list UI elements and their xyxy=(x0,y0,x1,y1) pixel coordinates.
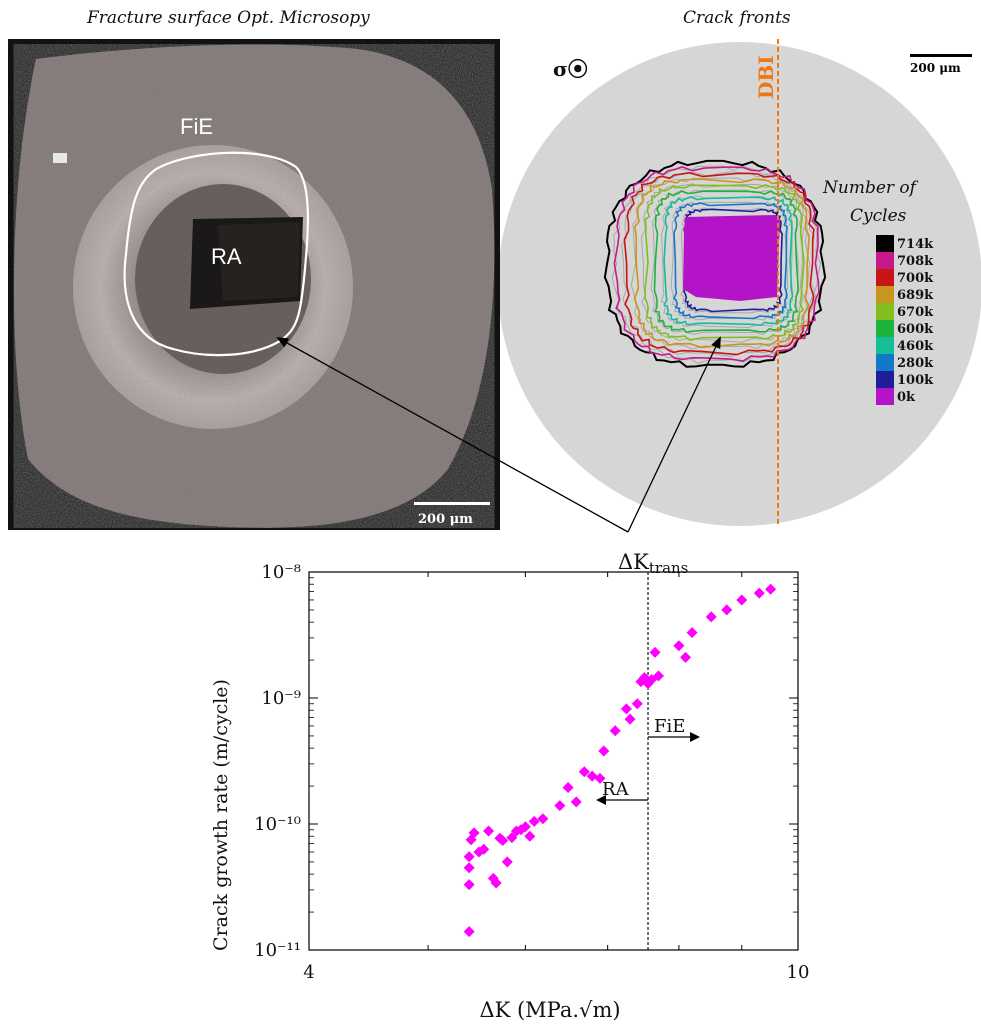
data-point xyxy=(468,827,480,839)
data-point xyxy=(506,832,518,844)
micrograph-scale-bar xyxy=(414,502,490,505)
data-point xyxy=(463,851,475,863)
data-point xyxy=(649,646,661,658)
legend-swatch-280k xyxy=(876,354,894,371)
data-point xyxy=(705,611,717,623)
data-point xyxy=(487,872,499,884)
data-point xyxy=(562,781,574,793)
data-point xyxy=(624,713,636,725)
data-point xyxy=(765,583,777,595)
legend-label-460k: 460k xyxy=(897,339,934,354)
legend-label-600k: 600k xyxy=(897,322,934,337)
x-tick-label: 10 xyxy=(787,962,810,983)
data-point xyxy=(631,698,643,710)
legend-label-670k: 670k xyxy=(897,305,934,320)
legend-label-708k: 708k xyxy=(897,254,934,269)
data-point xyxy=(554,800,566,812)
fronts-scale-bar xyxy=(910,54,972,57)
legend-label-280k: 280k xyxy=(897,356,934,371)
legend-label-689k: 689k xyxy=(897,288,934,303)
crack-fronts-panel: DBI σ⦿ 200 μm Number of Cycles 714k708k7… xyxy=(500,39,981,527)
transition-label-main: ΔK xyxy=(618,550,649,574)
crack-front-708k xyxy=(613,166,820,362)
label-ra: RA xyxy=(211,244,242,269)
crack-front-600k xyxy=(653,190,800,334)
legend-title-line2: Cycles xyxy=(850,206,907,226)
crack-front-contours xyxy=(603,159,827,368)
cycles-legend: 714k 708k 700k 689k 670k 600k 460k 280k 100k 0k xyxy=(876,235,934,405)
surface-highlight xyxy=(53,153,67,163)
legend-swatch-708k xyxy=(876,252,894,269)
data-point xyxy=(653,670,665,682)
crack-front-0k xyxy=(683,215,780,301)
annotation-ra: RA xyxy=(602,779,630,800)
intermediate-front xyxy=(650,189,799,336)
data-point xyxy=(490,877,502,889)
data-point xyxy=(528,815,540,827)
legend-swatch-600k xyxy=(876,320,894,337)
legend-title-line1: Number of xyxy=(822,178,919,198)
transition-label: ΔKtrans xyxy=(618,550,688,577)
fie-arrow-head xyxy=(690,732,701,742)
data-point xyxy=(686,627,698,639)
data-point xyxy=(598,745,610,757)
data-point xyxy=(463,926,475,938)
legend-swatch-700k xyxy=(876,269,894,286)
y-tick-label: 10⁻¹¹ xyxy=(254,940,301,961)
legend-swatch-670k xyxy=(876,303,894,320)
legend-label-714k: 714k xyxy=(897,237,934,252)
data-point xyxy=(570,796,582,808)
data-point xyxy=(497,834,509,846)
data-point xyxy=(524,830,536,842)
data-point xyxy=(478,843,490,855)
ra-arrow-head xyxy=(596,795,607,805)
data-point xyxy=(594,772,606,784)
crack-front-700k xyxy=(623,171,815,356)
crack-front-670k xyxy=(644,184,805,341)
legend-swatch-689k xyxy=(876,286,894,303)
label-fie: FiE xyxy=(180,114,213,139)
legend-swatch-460k xyxy=(876,337,894,354)
legend-label-100k: 100k xyxy=(897,373,934,388)
crack-front-689k xyxy=(633,178,811,349)
plot-frame xyxy=(308,571,799,951)
data-point xyxy=(753,587,765,599)
transition-label-sub: trans xyxy=(649,559,689,577)
data-point xyxy=(463,879,475,891)
annotation-fie: FiE xyxy=(654,716,685,737)
legend-label-700k: 700k xyxy=(897,271,934,286)
x-tick-label: 4 xyxy=(303,962,314,983)
y-tick-label: 10⁻¹⁰ xyxy=(254,814,301,835)
data-point xyxy=(736,594,748,606)
y-tick-label: 10⁻⁹ xyxy=(261,688,301,709)
data-point xyxy=(721,604,733,616)
data-point xyxy=(578,766,590,778)
data-point xyxy=(463,862,475,874)
data-point xyxy=(483,825,495,837)
fracture-surface-micrograph: FiE RA 200 μm xyxy=(8,39,500,530)
data-point xyxy=(680,651,692,663)
dbi-label: DBI xyxy=(754,55,778,99)
data-point xyxy=(537,813,549,825)
legend-swatch-100k xyxy=(876,371,894,388)
crack-growth-chart: 10⁻¹¹ 10⁻¹⁰ 10⁻⁹ 10⁻⁸ 4 10 Crack growth rate … xyxy=(210,550,810,1022)
legend-swatch-714k xyxy=(876,235,894,252)
stress-direction-symbol: σ⦿ xyxy=(553,57,588,81)
fronts-scale-label: 200 μm xyxy=(910,61,961,75)
micrograph-scale-label: 200 μm xyxy=(418,512,473,527)
crack-fronts-title: Crack fronts xyxy=(683,8,791,28)
data-point xyxy=(519,821,531,833)
data-point xyxy=(501,856,513,868)
data-point xyxy=(620,703,632,715)
data-point xyxy=(609,725,621,737)
x-axis-label: ΔK (MPa.√m) xyxy=(479,998,620,1022)
y-tick-label: 10⁻⁸ xyxy=(261,562,301,583)
data-point xyxy=(673,640,685,652)
y-axis-label: Crack growth rate (m/cycle) xyxy=(210,679,232,951)
micrograph-image: FiE RA 200 μm xyxy=(8,39,500,530)
legend-swatch-0k xyxy=(876,388,894,405)
micrograph-title: Fracture surface Opt. Microsopy xyxy=(87,8,370,28)
legend-label-0k: 0k xyxy=(897,390,916,405)
